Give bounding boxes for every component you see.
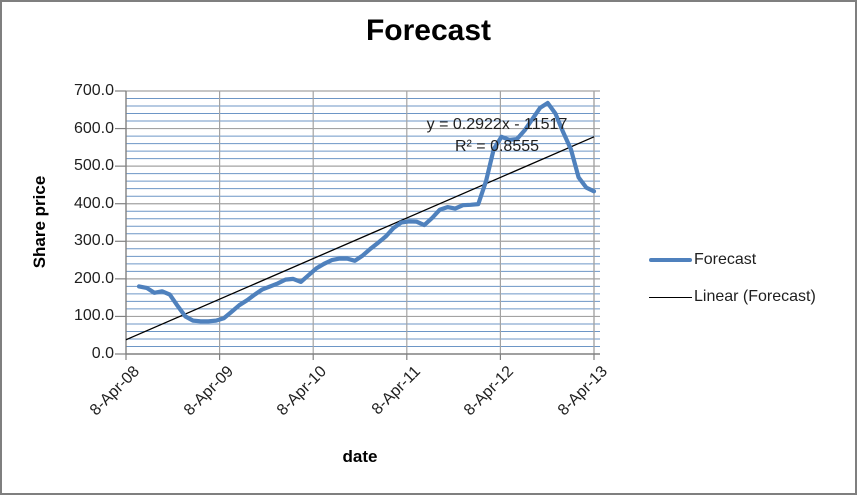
plot-area[interactable] [115, 90, 600, 360]
chart-title: Forecast [365, 14, 492, 47]
forecast-line-swatch [649, 258, 692, 262]
legend: Forecast Linear (Forecast) [649, 245, 816, 319]
x-tick-label: 8-Apr-11 [368, 363, 424, 419]
x-tick-label: 8-Apr-08 [86, 363, 144, 420]
legend-item-linear[interactable]: Linear (Forecast) [649, 282, 816, 312]
y-tick-label: 100.0 [73, 307, 114, 325]
linear-line-swatch [649, 296, 692, 298]
x-axis-title: date [342, 447, 378, 466]
legend-label-forecast: Forecast [694, 251, 757, 268]
y-tick-label: 600.0 [73, 119, 114, 137]
legend-label-linear: Linear (Forecast) [694, 288, 816, 305]
x-tick-label: 8-Apr-13 [554, 363, 612, 420]
x-tick-label: 8-Apr-12 [461, 363, 518, 420]
x-tick-label: 8-Apr-09 [180, 363, 237, 420]
trendline-r-squared: R² = 0.8555 [454, 138, 540, 155]
trendline-annotation: y = 0.2922x - 11517 R² = 0.8555 [402, 114, 592, 158]
y-tick-label: 500.0 [73, 157, 114, 175]
y-axis-title: Share price [30, 175, 49, 269]
forecast-series-line[interactable] [136, 100, 597, 324]
y-tick-label: 200.0 [73, 269, 114, 287]
y-tick-label: 300.0 [73, 232, 114, 250]
linear-trendline [125, 136, 595, 341]
trendline-equation: y = 0.2922x - 11517 [426, 116, 568, 133]
plot-region [115, 90, 600, 360]
y-tick-label: 400.0 [73, 194, 114, 212]
legend-item-forecast[interactable]: Forecast [649, 245, 816, 275]
y-tick-label: 700.0 [73, 82, 114, 99]
y-tick-label: 0.0 [91, 345, 114, 362]
x-tick-label: 8-Apr-10 [274, 363, 331, 420]
